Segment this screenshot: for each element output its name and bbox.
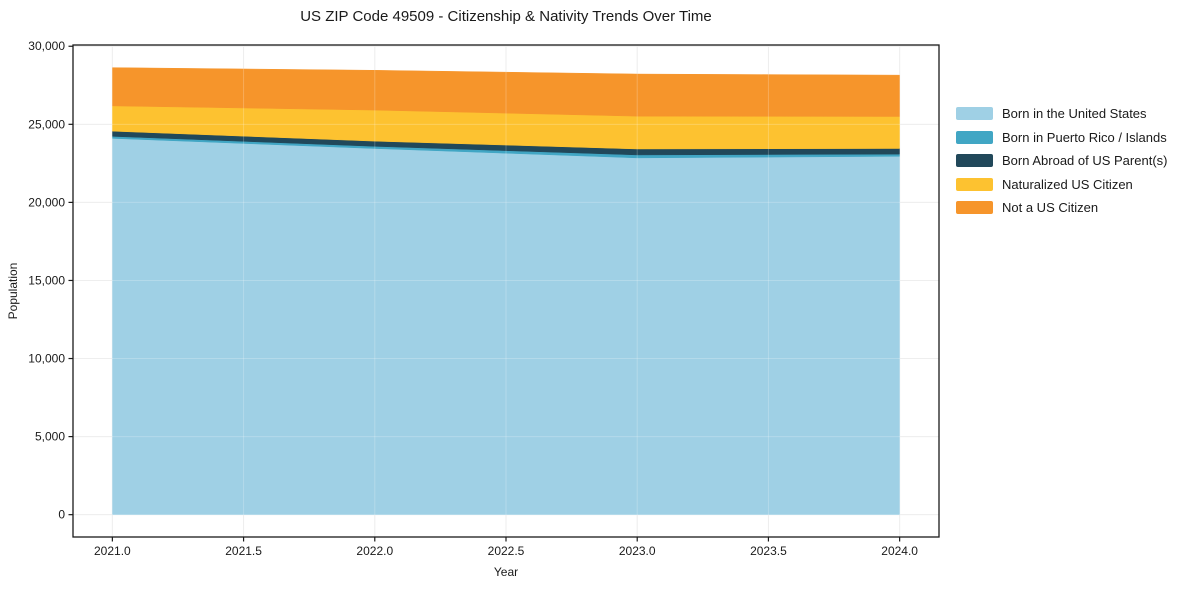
legend-label: Born Abroad of US Parent(s): [1002, 153, 1168, 169]
x-tick-label: 2023.0: [619, 544, 656, 558]
legend: Born in the United States Born in Puerto …: [956, 102, 1167, 220]
x-tick-label: 2022.5: [488, 544, 525, 558]
area-series: [112, 67, 900, 117]
y-tick-label: 0: [58, 508, 65, 522]
legend-label: Born in Puerto Rico / Islands: [1002, 129, 1167, 145]
legend-label: Born in the United States: [1002, 106, 1147, 122]
y-tick-label: 10,000: [28, 352, 65, 366]
chart-title: US ZIP Code 49509 - Citizenship & Nativi…: [300, 8, 712, 25]
legend-item: Born in Puerto Rico / Islands: [956, 126, 1167, 150]
y-axis-label: Population: [6, 262, 20, 320]
legend-swatch: [956, 107, 993, 121]
legend-swatch: [956, 154, 993, 168]
y-tick-label: 30,000: [28, 39, 65, 53]
legend-label: Naturalized US Citizen: [1002, 176, 1133, 192]
legend-label: Not a US Citizen: [1002, 200, 1099, 216]
legend-item: Born Abroad of US Parent(s): [956, 149, 1167, 173]
legend-swatch: [956, 130, 993, 144]
legend-item: Not a US Citizen: [956, 196, 1167, 220]
x-tick-label: 2021.5: [225, 544, 262, 558]
x-tick-label: 2024.0: [881, 544, 918, 558]
y-tick-label: 15,000: [28, 273, 65, 287]
legend-swatch: [956, 201, 993, 215]
legend-item: Born in the United States: [956, 102, 1167, 126]
x-tick-label: 2022.0: [356, 544, 393, 558]
y-tick-label: 5,000: [35, 430, 65, 444]
y-tick-label: 20,000: [28, 195, 65, 209]
x-axis-label: Year: [493, 565, 519, 579]
legend-item: Naturalized US Citizen: [956, 173, 1167, 197]
legend-swatch: [956, 177, 993, 191]
x-tick-label: 2021.0: [94, 544, 131, 558]
y-tick-label: 25,000: [28, 117, 65, 131]
x-tick-label: 2023.5: [750, 544, 787, 558]
